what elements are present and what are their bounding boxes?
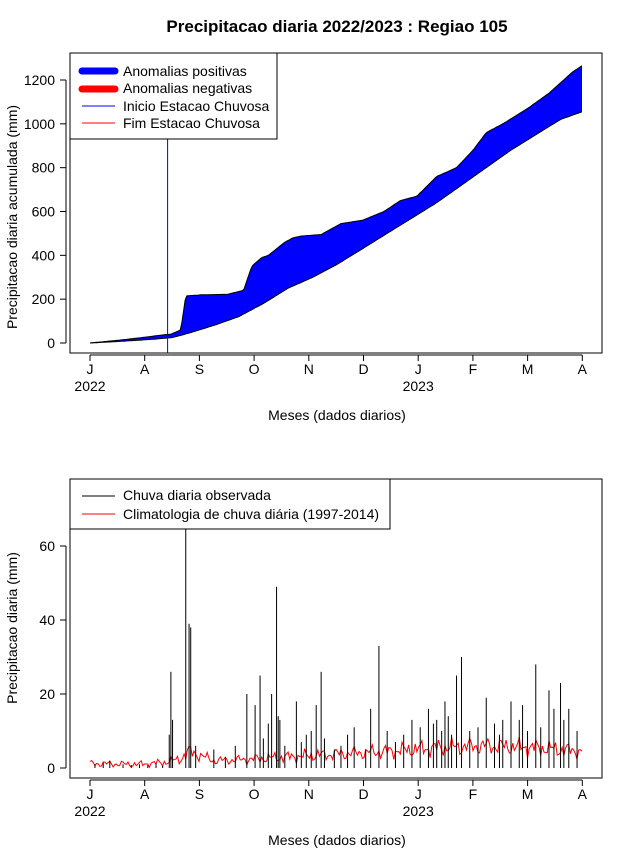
x-tick-label: A — [578, 361, 588, 377]
y-tick-label: 1000 — [24, 116, 55, 132]
bottom-y-axis: 0 20 40 60 — [39, 538, 67, 776]
legend-label-negative: Anomalias negativas — [123, 80, 252, 96]
y-tick-label: 20 — [39, 686, 55, 702]
y-tick-label: 400 — [32, 247, 56, 263]
year-tick-label: 2023 — [403, 378, 434, 394]
x-tick-label: J — [415, 361, 422, 377]
x-tick-label: M — [522, 361, 534, 377]
top-y-axis-label: Precipitacao diaria acumulada (mm) — [4, 105, 20, 329]
x-tick-label: D — [358, 786, 368, 802]
x-tick-label: J — [87, 361, 94, 377]
x-tick-label: J — [415, 786, 422, 802]
x-tick-label: N — [304, 786, 314, 802]
x-tick-label: A — [578, 786, 588, 802]
year-tick-label: 2022 — [74, 378, 105, 394]
climatology-daily-line — [89, 736, 583, 769]
bottom-legend: Chuva diaria observada Climatologia de c… — [69, 478, 391, 530]
top-x-axis: J A S O N D J F M A 2022 2023 — [74, 354, 588, 394]
x-tick-label: N — [304, 361, 314, 377]
x-tick-label: A — [140, 361, 150, 377]
y-tick-label: 800 — [32, 160, 56, 176]
year-tick-label: 2022 — [74, 803, 105, 819]
y-tick-label: 40 — [39, 612, 55, 628]
chart-title: Precipitacao diaria 2022/2023 : Regiao 1… — [166, 17, 507, 36]
top-y-axis: 0 200 400 600 800 1000 1200 — [24, 72, 67, 351]
y-tick-label: 60 — [39, 538, 55, 554]
observed-cumulative-line — [89, 65, 583, 344]
top-x-axis-label: Meses (dados diarios) — [268, 407, 406, 423]
bottom-plot-data — [89, 527, 583, 769]
top-legend: Anomalias positivas Anomalias negativas … — [69, 52, 278, 140]
x-tick-label: S — [195, 361, 204, 377]
legend-label-observed: Chuva diaria observada — [123, 487, 271, 503]
x-tick-label: O — [249, 786, 260, 802]
y-tick-label: 0 — [47, 760, 55, 776]
bottom-y-axis-label: Precipitacao diaria (mm) — [4, 552, 20, 704]
climatology-cumulative-line — [89, 111, 583, 344]
y-tick-label: 0 — [47, 335, 55, 351]
legend-label-end: Fim Estacao Chuvosa — [123, 115, 260, 131]
x-tick-label: D — [358, 361, 368, 377]
daily-chart: 0 20 40 60 J A S O N D J F M A 2022 2023 Meses (dados … — [4, 478, 603, 848]
x-tick-label: F — [469, 361, 478, 377]
bottom-x-axis-label: Meses (dados diarios) — [268, 832, 406, 848]
x-tick-label: S — [195, 786, 204, 802]
year-tick-label: 2023 — [403, 803, 434, 819]
bottom-x-axis: J A S O N D J F M A 2022 2023 — [74, 779, 588, 819]
x-tick-label: A — [140, 786, 150, 802]
legend-label-start: Inicio Estacao Chuvosa — [123, 98, 270, 114]
legend-label-positive: Anomalias positivas — [123, 63, 247, 79]
x-tick-label: O — [249, 361, 260, 377]
cumulative-chart: Precipitacao diaria 2022/2023 : Regiao 1… — [4, 17, 603, 423]
top-plot-data — [89, 65, 583, 353]
x-tick-label: F — [469, 786, 478, 802]
x-tick-label: M — [522, 786, 534, 802]
y-tick-label: 600 — [32, 204, 56, 220]
x-tick-label: J — [87, 786, 94, 802]
top-legend-box — [69, 52, 278, 140]
y-tick-label: 1200 — [24, 72, 55, 88]
top-plot-frame — [69, 52, 603, 354]
legend-label-climatology: Climatologia de chuva diária (1997-2014) — [123, 506, 379, 522]
y-tick-label: 200 — [32, 291, 56, 307]
bottom-legend-box — [69, 478, 391, 530]
